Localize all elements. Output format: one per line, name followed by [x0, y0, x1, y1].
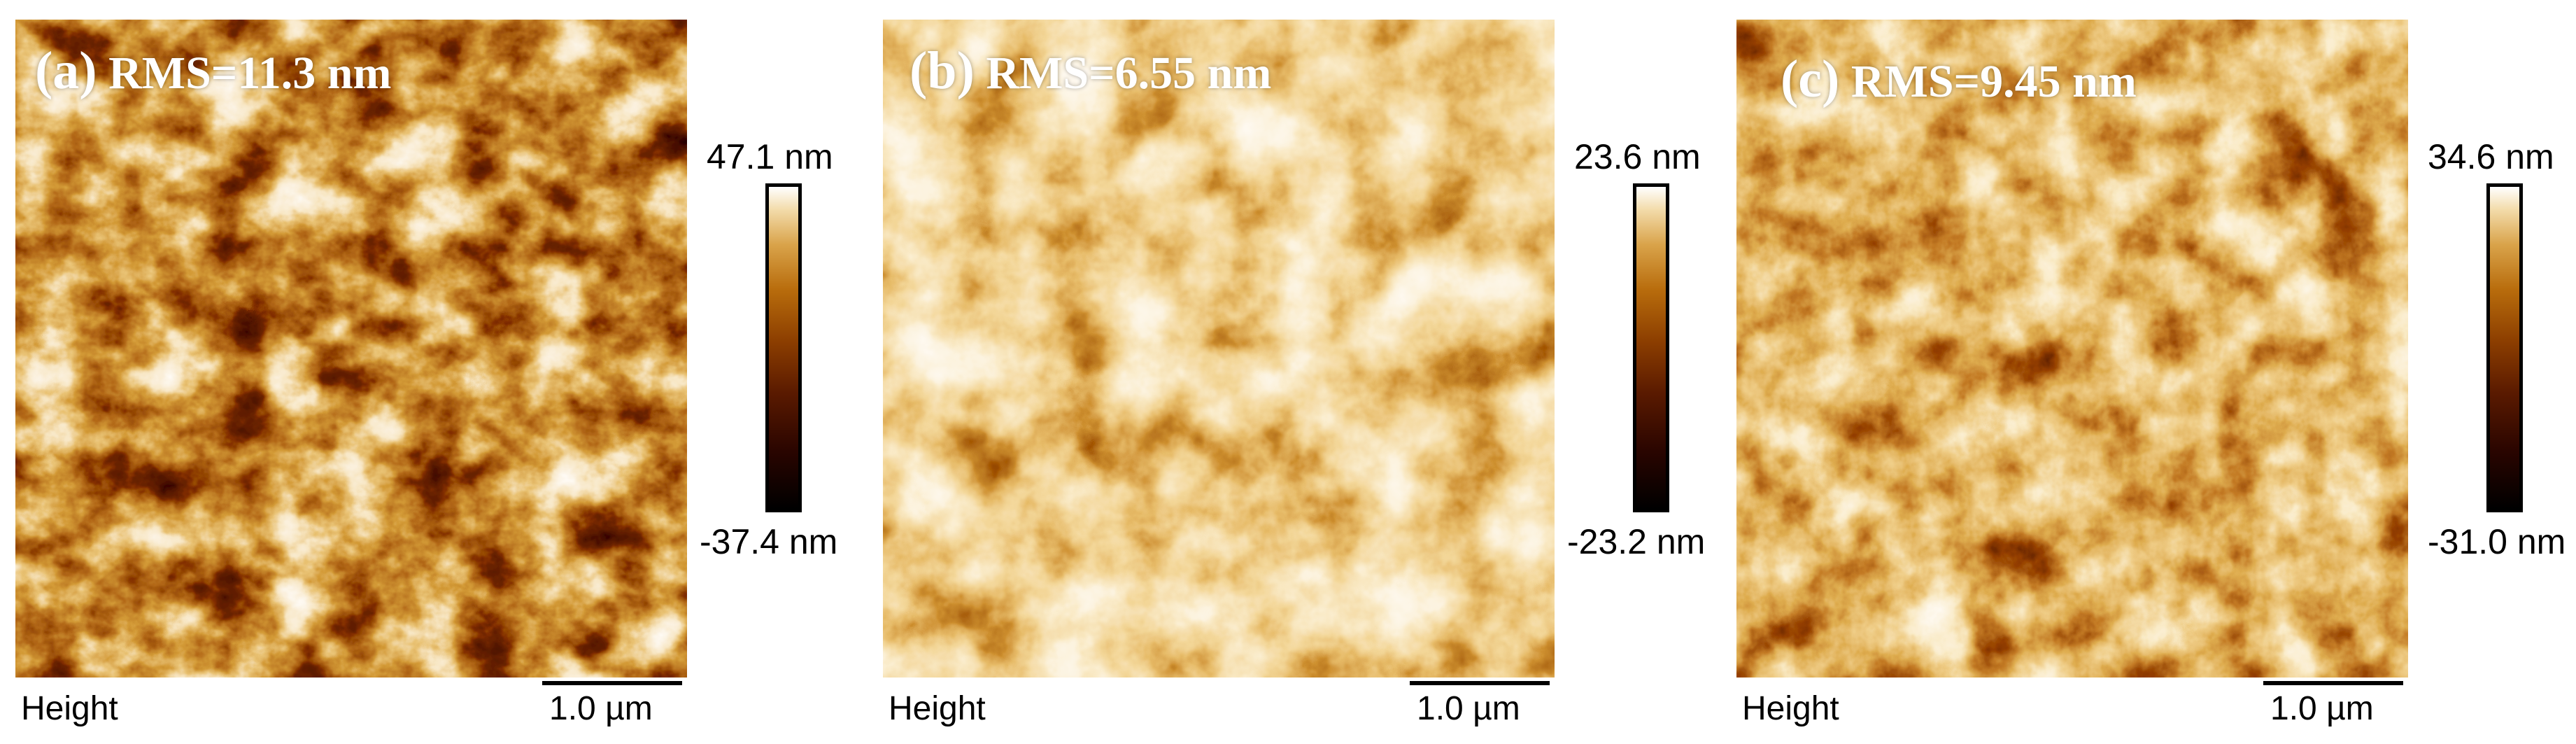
scale-label-c: 1.0 µm [2270, 690, 2374, 727]
rms-value-a: RMS=11.3 nm [108, 48, 392, 99]
afm-height-image-a [15, 20, 687, 678]
afm-panel-b: (b) RMS=6.55 nm 23.6 nm -23.2 nm Height … [868, 0, 1707, 744]
colorbar-min-c: -31.0 nm [2428, 522, 2566, 561]
scale-label-a: 1.0 µm [549, 690, 653, 727]
rms-value-b: RMS=6.55 nm [986, 48, 1272, 99]
afm-panel-a: (a) RMS=11.3 nm 47.1 nm -37.4 nm Height … [0, 0, 840, 744]
scale-label-b: 1.0 µm [1417, 690, 1520, 727]
scale-bar-c [2263, 681, 2403, 685]
panel-label-b: (b) RMS=6.55 nm [910, 41, 1271, 101]
colorbar-max-c: 34.6 nm [2428, 137, 2554, 176]
colorbar-min-a: -37.4 nm [700, 522, 838, 561]
panel-letter-b: (b) [910, 41, 975, 100]
afm-height-image-b [883, 20, 1555, 678]
colorbar-max-a: 47.1 nm [707, 137, 833, 176]
colorbar-max-b: 23.6 nm [1574, 137, 1701, 176]
rms-value-c: RMS=9.45 nm [1850, 56, 2137, 107]
panel-label-c: (c) RMS=9.45 nm [1781, 49, 2137, 110]
panel-letter-a: (a) [35, 41, 97, 100]
panel-label-a: (a) RMS=11.3 nm [35, 41, 391, 101]
colorbar-a [765, 183, 802, 512]
colorbar-min-b: -23.2 nm [1567, 522, 1706, 561]
footer-height-b: Height [889, 690, 986, 727]
panel-letter-c: (c) [1781, 50, 1840, 108]
colorbar-c [2486, 183, 2523, 512]
scale-bar-a [542, 681, 682, 685]
afm-panel-c: (c) RMS=9.45 nm 34.6 nm -31.0 nm Height … [1721, 0, 2566, 744]
footer-height-a: Height [21, 690, 118, 727]
footer-height-c: Height [1742, 690, 1839, 727]
colorbar-b [1633, 183, 1669, 512]
scale-bar-b [1410, 681, 1550, 685]
afm-height-image-c [1736, 20, 2408, 678]
